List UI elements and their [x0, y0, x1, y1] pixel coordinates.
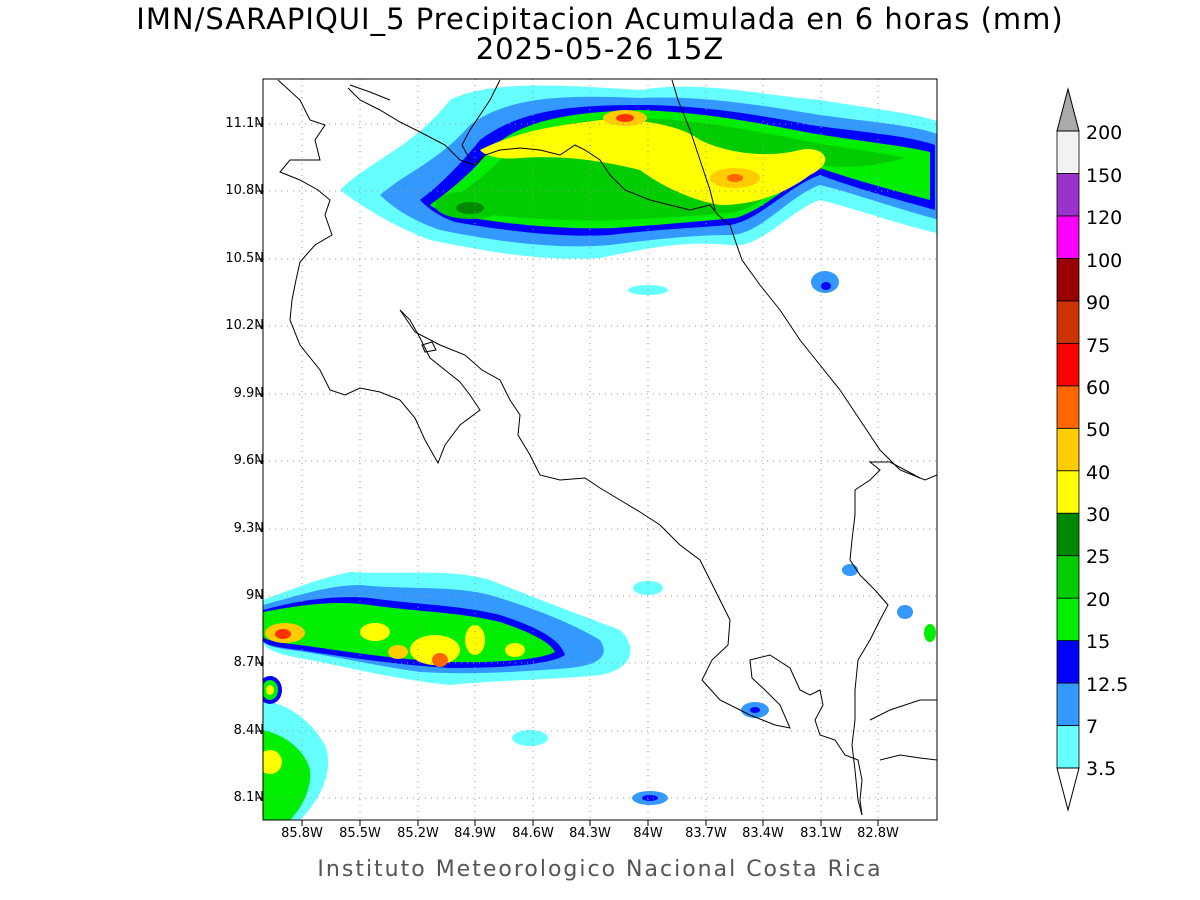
- precip-core-north-4: [727, 174, 743, 182]
- colorbar-label: 3.5: [1086, 758, 1117, 780]
- lon-tick-label: 84W: [633, 826, 663, 841]
- lat-tick-label: 9.6N: [233, 453, 264, 468]
- colorbar-swatch: [1056, 427, 1080, 472]
- precip-cell-2-core: [642, 795, 658, 801]
- precipitation-field: [263, 85, 937, 820]
- colorbar-label: 12.5: [1086, 674, 1129, 696]
- colorbar-swatch: [1056, 682, 1080, 726]
- colorbar-label: 7: [1086, 716, 1099, 738]
- precip-area-south-red: [275, 629, 291, 639]
- colorbar-swatch: [1056, 470, 1080, 514]
- lon-tick-label: 83.1W: [800, 826, 842, 841]
- graticule: [263, 79, 937, 820]
- colorbar-label: 15: [1086, 631, 1111, 653]
- colorbar-swatch: [1056, 597, 1080, 642]
- map-datetime: 2025-05-26 15Z: [475, 32, 725, 66]
- pacific-coast: [277, 79, 481, 465]
- colorbar-swatch: [1056, 342, 1080, 387]
- precip-core-north-5: [530, 136, 570, 154]
- lat-tick-label: 11.1N: [225, 116, 264, 131]
- lat-tick-label: 10.8N: [225, 183, 264, 198]
- colorbar-label: 100: [1086, 250, 1123, 272]
- colorbar-label: 75: [1086, 335, 1111, 357]
- map-frame: [262, 78, 938, 821]
- lat-tick-label: 8.4N: [233, 723, 264, 738]
- precip-area-south-yellow-5: [388, 645, 408, 659]
- colorbar-label: 150: [1086, 165, 1123, 187]
- precip-cell-1-core: [821, 282, 831, 290]
- lat-tick-label: 10.5N: [225, 251, 264, 266]
- colorbar-swatch: [1056, 385, 1080, 429]
- coastlines: [277, 79, 937, 816]
- colorbar-label: 200: [1086, 122, 1123, 144]
- precip-area-south-yellow-6: [505, 643, 525, 657]
- colorbar-label: 30: [1086, 504, 1111, 526]
- lat-tick-label: 8.1N: [233, 790, 264, 805]
- colorbar-under-arrow: [1056, 767, 1080, 812]
- colorbar-swatch: [1056, 215, 1080, 259]
- precip-area-north-dkgreen: [456, 202, 484, 214]
- panama-coast-2: [879, 754, 937, 761]
- colorbar-label: 25: [1086, 546, 1111, 568]
- panama-coast: [869, 699, 937, 721]
- precip-cell-5: [512, 730, 548, 746]
- lon-tick-label: 85.5W: [339, 826, 381, 841]
- colorbar-label: 20: [1086, 589, 1111, 611]
- precip-cell-1: [811, 271, 839, 293]
- precip-area-south-yellow-3: [410, 635, 460, 665]
- colorbar-label: 60: [1086, 377, 1111, 399]
- caribbean-coast: [461, 79, 501, 161]
- nicaragua-border: [347, 87, 476, 166]
- nicoya-island: [421, 341, 437, 353]
- colorbar-over-arrow: [1056, 87, 1080, 132]
- precip-area-southwest-yellow-2: [266, 685, 274, 695]
- lon-tick-label: 83.7W: [685, 826, 727, 841]
- precip-area-southwest-yellow: [263, 750, 282, 774]
- precip-area-south-yellow-2: [360, 623, 390, 641]
- colorbar-label: 120: [1086, 207, 1123, 229]
- colorbar-swatch: [1056, 173, 1080, 217]
- colorbar: [1056, 87, 1080, 812]
- lon-tick-label: 85.8W: [281, 826, 323, 841]
- precip-cell-7: [924, 624, 936, 642]
- precip-area-south-orange: [432, 653, 448, 667]
- lon-tick-label: 82.8W: [857, 826, 899, 841]
- precip-cell-8: [897, 605, 913, 619]
- lat-tick-label: 8.7N: [233, 655, 264, 670]
- map-title: IMN/SARAPIQUI_5 Precipitacion Acumulada …: [136, 2, 1064, 36]
- san-juan-river: [474, 144, 937, 481]
- panama-border: [849, 461, 921, 816]
- colorbar-swatch: [1056, 512, 1080, 557]
- lon-tick-label: 84.9W: [454, 826, 496, 841]
- border-north: [671, 79, 716, 211]
- colorbar-label: 90: [1086, 292, 1111, 314]
- colorbar-swatch: [1056, 725, 1080, 769]
- colorbar-swatch: [1056, 640, 1080, 684]
- gulf-coast: [399, 309, 863, 816]
- lat-tick-label: 9N: [246, 588, 264, 603]
- colorbar-label: 40: [1086, 462, 1111, 484]
- lat-tick-label: 9.9N: [233, 386, 264, 401]
- colorbar-swatch: [1056, 300, 1080, 344]
- precip-cell-4: [633, 581, 663, 595]
- colorbar-label: 50: [1086, 419, 1111, 441]
- lon-tick-label: 84.6W: [512, 826, 554, 841]
- colorbar-swatch: [1056, 257, 1080, 302]
- footer-credit: Instituto Meteorologico Nacional Costa R…: [317, 857, 883, 882]
- colorbar-swatch: [1056, 555, 1080, 599]
- precip-cell-9: [842, 564, 858, 576]
- lon-tick-label: 83.4W: [742, 826, 784, 841]
- precip-core-north-2: [616, 114, 634, 122]
- lat-tick-label: 10.2N: [225, 318, 264, 333]
- precip-cell-3-core: [750, 707, 760, 713]
- lon-tick-label: 84.3W: [569, 826, 611, 841]
- colorbar-swatch: [1056, 130, 1080, 174]
- precip-area-south-yellow-4: [465, 625, 485, 655]
- axis-ticks: [257, 123, 879, 826]
- lat-tick-label: 9.3N: [233, 521, 264, 536]
- lon-tick-label: 85.2W: [397, 826, 439, 841]
- lake-shore: [349, 84, 391, 101]
